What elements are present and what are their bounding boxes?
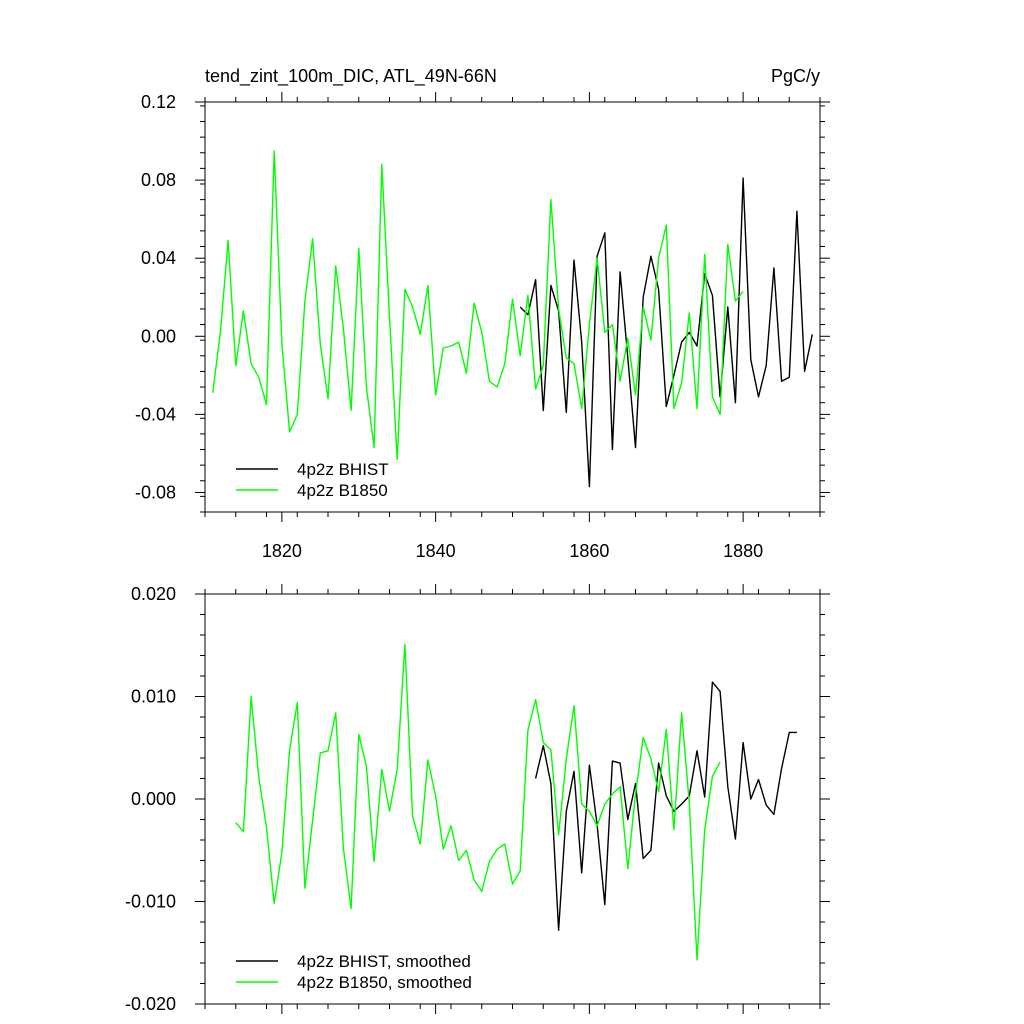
y-tick-label: 0.12: [141, 92, 176, 112]
series-line-b1850: [235, 643, 721, 961]
x-tick-label: 1820: [262, 541, 302, 561]
bottom-axis-ticks: 0.020 0.010 0.000 -0.010 -0.020: [125, 584, 830, 1014]
x-tick-label: 1860: [569, 541, 609, 561]
top-chart-units: PgC/y: [771, 66, 820, 86]
y-tick-label: -0.020: [125, 994, 176, 1014]
y-tick-label: 0.08: [141, 170, 176, 190]
x-tick-label: 1840: [416, 541, 456, 561]
bottom-plot-frame: [204, 593, 821, 1005]
legend-label-bhist-smoothed: 4p2z BHIST, smoothed: [297, 952, 471, 971]
top-panel: tend_zint_100m_DIC, ATL_49N-66N PgC/y 18…: [135, 66, 830, 561]
x-tick-label: 1880: [723, 541, 763, 561]
y-tick-label: -0.010: [125, 892, 176, 912]
y-tick-label: 0.04: [141, 248, 176, 268]
legend-label-bhist: 4p2z BHIST: [297, 460, 389, 479]
legend-label-b1850-smoothed: 4p2z B1850, smoothed: [297, 973, 472, 992]
y-tick-label: -0.08: [135, 482, 176, 502]
y-tick-label: 0.010: [131, 687, 176, 707]
top-series-group: [212, 150, 813, 488]
series-line-bhist: [519, 177, 813, 488]
legend-label-b1850: 4p2z B1850: [297, 481, 388, 500]
bottom-panel: 0.020 0.010 0.000 -0.010 -0.020 4p2z BHIST, …: [125, 584, 830, 1014]
top-chart-title: tend_zint_100m_DIC, ATL_49N-66N: [205, 66, 497, 87]
y-tick-label: 0.00: [141, 326, 176, 346]
y-tick-label: -0.04: [135, 404, 176, 424]
y-tick-label: 0.020: [131, 584, 176, 604]
bottom-legend: 4p2z BHIST, smoothed 4p2z B1850, smoothe…: [236, 952, 472, 992]
top-axis-ticks: 1820 1840 1860 1880 0.12 0.08 0.04 0.00 -0.04 -0.…: [135, 92, 830, 561]
y-tick-label: 0.000: [131, 789, 176, 809]
bottom-series-group: [235, 643, 797, 961]
series-line-bhist: [534, 681, 797, 931]
series-line-b1850: [212, 150, 744, 460]
top-legend: 4p2z BHIST 4p2z B1850: [236, 460, 389, 500]
